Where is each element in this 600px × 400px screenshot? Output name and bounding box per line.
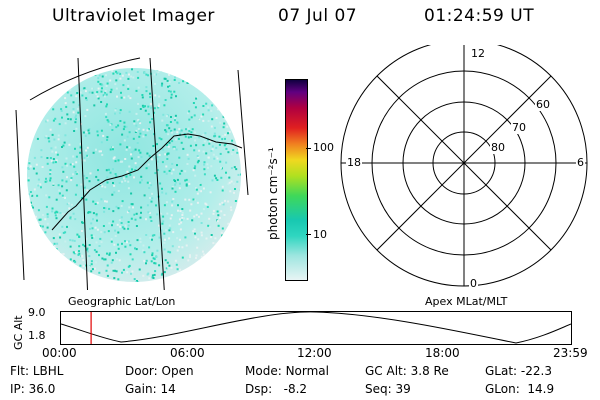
mlt-label-top: 12 <box>470 47 486 60</box>
time-tick-label: 18:00 <box>425 346 460 360</box>
lat-label: 80 <box>490 141 506 154</box>
info-glat: GLat: -22.3 <box>485 364 552 378</box>
altitude-curve-svg <box>61 312 571 344</box>
mlt-label-left: 18 <box>346 156 362 169</box>
mlt-label-right: 6 <box>576 156 585 169</box>
info-filter: Flt: LBHL <box>10 364 64 378</box>
meridian-line <box>237 69 249 196</box>
date-label: 07 Jul 07 <box>278 6 358 26</box>
info-door: Door: Open <box>125 364 194 378</box>
latitude-line <box>29 57 141 101</box>
colorbar-tick-label: 10 <box>313 228 327 241</box>
info-mode: Mode: Normal <box>245 364 329 378</box>
apex-caption: Apex MLat/MLT <box>425 295 508 308</box>
time-tick-label: 12:00 <box>297 346 332 360</box>
time-tick-label: 06:00 <box>170 346 205 360</box>
altitude-curve <box>61 312 571 344</box>
lat-label: 70 <box>511 121 527 134</box>
coastline <box>51 133 243 231</box>
mlt-label-bottom: 0 <box>469 277 478 290</box>
meridian-line <box>15 109 25 281</box>
polar-plot <box>340 45 588 287</box>
app-title: Ultraviolet Imager <box>52 6 215 26</box>
colorbar <box>285 79 308 281</box>
colorbar-tick-label: 100 <box>313 141 334 154</box>
altitude-panel <box>60 311 572 345</box>
info-glon: GLon: 14.9 <box>485 382 555 396</box>
colorbar-tick <box>306 148 311 149</box>
lat-label: 60 <box>535 98 551 111</box>
geo-caption: Geographic Lat/Lon <box>68 295 176 308</box>
time-tick-label: 00:00 <box>42 346 77 360</box>
info-gain: Gain: 14 <box>125 382 176 396</box>
info-ip: IP: 36.0 <box>10 382 56 396</box>
info-dsp: Dsp: -8.2 <box>245 382 308 396</box>
info-seq: Seq: 39 <box>365 382 411 396</box>
uv-image <box>15 57 249 290</box>
alt-axis-label: GC Alt <box>12 315 25 350</box>
meridian-line <box>149 57 165 290</box>
info-gc-alt: GC Alt: 3.8 Re <box>365 364 449 378</box>
time-tick-label: 23:59 <box>553 346 588 360</box>
colorbar-unit-label: photon cm⁻²s⁻¹ <box>266 147 280 240</box>
meridian-line <box>77 57 89 290</box>
alt-tick-label: 1.8 <box>28 329 46 342</box>
alt-tick-label: 9.0 <box>28 306 46 319</box>
earth-disk <box>27 68 241 282</box>
mlt-axis <box>376 75 552 251</box>
colorbar-tick <box>306 234 311 235</box>
time-label: 01:24:59 UT <box>424 6 535 26</box>
